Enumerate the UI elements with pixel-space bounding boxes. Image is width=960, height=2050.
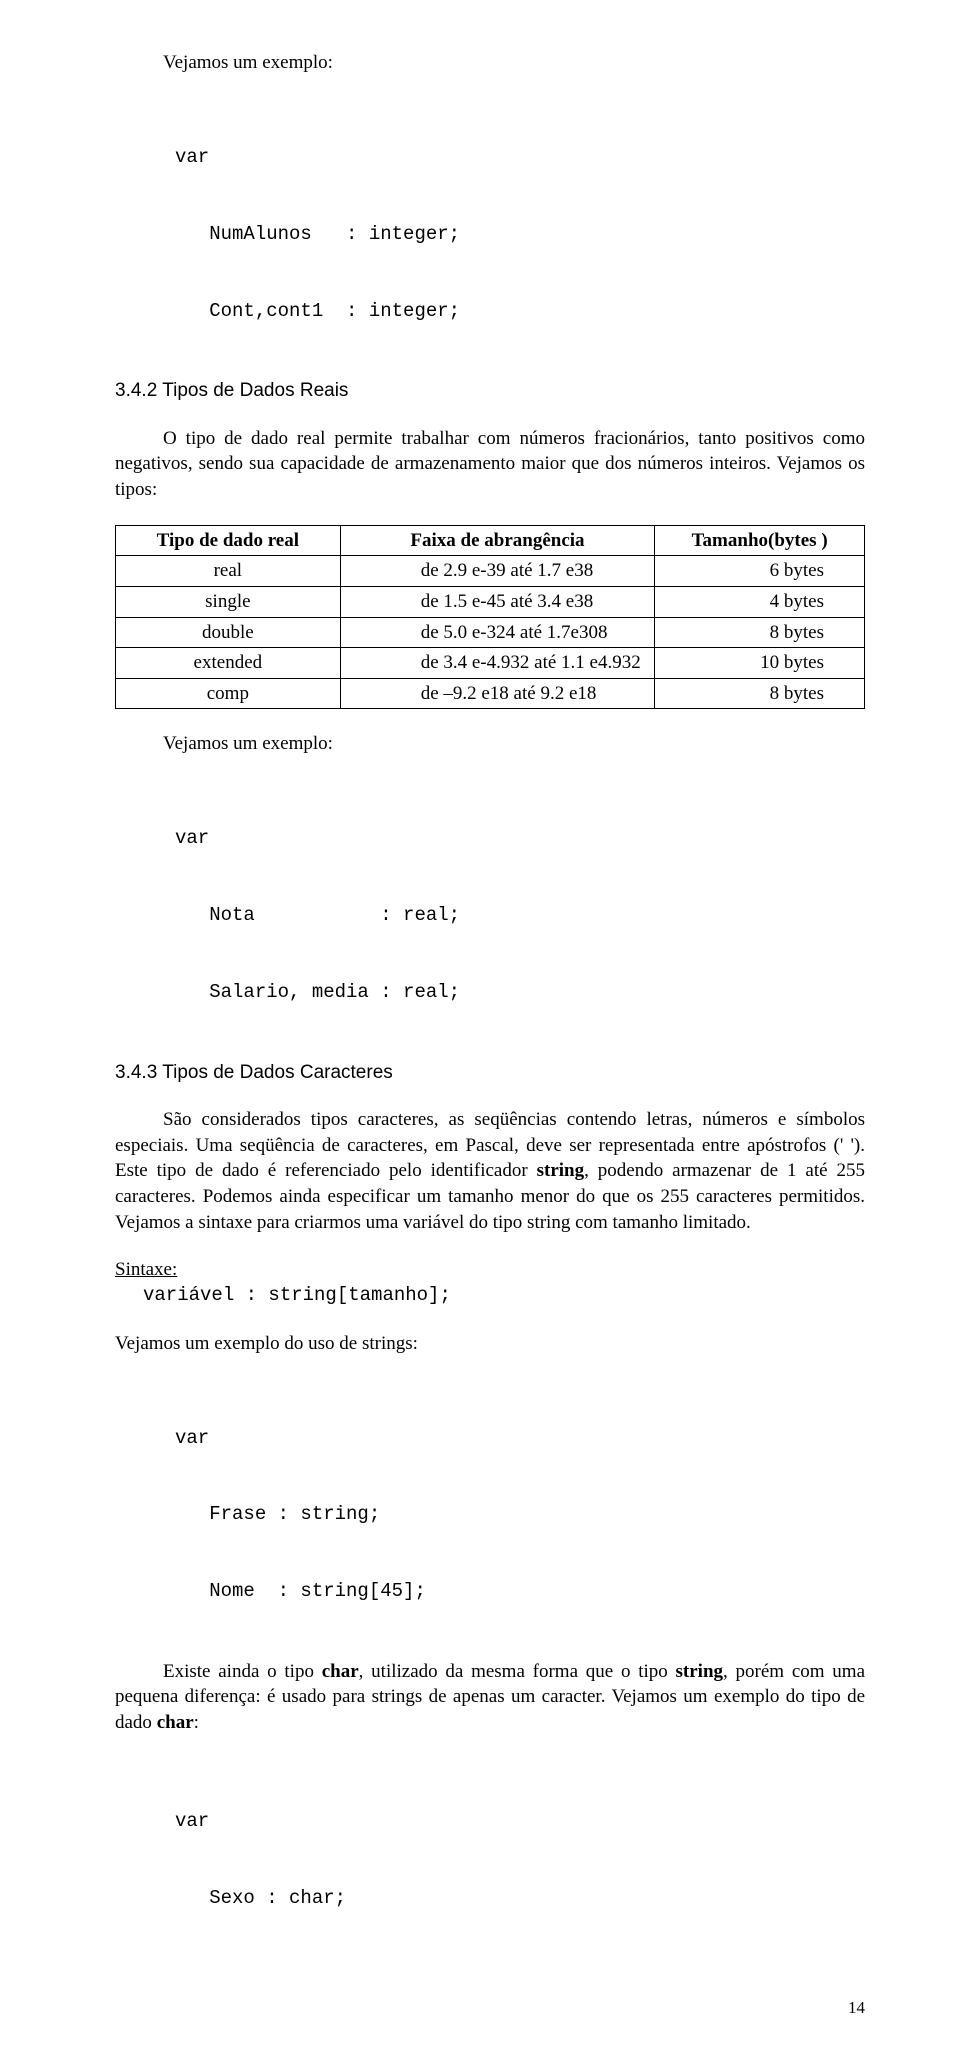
code-block-sexo: var Sexo : char; — [175, 1758, 865, 1937]
table-cell: 8 bytes — [655, 617, 865, 648]
table-cell: comp — [116, 678, 341, 709]
code-line: var — [175, 1809, 865, 1835]
table-cell: de 1.5 e-45 até 3.4 e38 — [340, 586, 655, 617]
section-343-paragraph: São considerados tipos caracteres, as se… — [115, 1107, 865, 1235]
text-run: : — [194, 1712, 199, 1733]
table-cell: real — [116, 556, 341, 587]
code-line: Nome : string[45]; — [175, 1579, 865, 1605]
table-cell: 6 bytes — [655, 556, 865, 587]
table-header-cell: Faixa de abrangência — [340, 525, 655, 556]
section-342-paragraph: O tipo de dado real permite trabalhar co… — [115, 426, 865, 503]
bold-char: char — [322, 1661, 359, 1682]
code-block-nota: var Nota : real; Salario, media : real; — [175, 775, 865, 1031]
table-cell: extended — [116, 648, 341, 679]
table-cell: de 3.4 e-4.932 até 1.1 e4.932 — [340, 648, 655, 679]
text-run: Existe ainda o tipo — [163, 1661, 322, 1682]
code-line: var — [175, 1426, 865, 1452]
table-header-row: Tipo de dado real Faixa de abrangência T… — [116, 525, 865, 556]
syntax-line: variável : string[tamanho]; — [143, 1283, 865, 1309]
syntax-label: Sintaxe: — [115, 1259, 177, 1280]
real-types-table: Tipo de dado real Faixa de abrangência T… — [115, 525, 865, 710]
bold-string: string — [537, 1160, 585, 1181]
char-paragraph: Existe ainda o tipo char, utilizado da m… — [115, 1659, 865, 1736]
table-row: extendedde 3.4 e-4.932 até 1.1 e4.93210 … — [116, 648, 865, 679]
section-342-heading: 3.4.2 Tipos de Dados Reais — [115, 378, 865, 404]
table-row: doublede 5.0 e-324 até 1.7e3088 bytes — [116, 617, 865, 648]
bold-char-2: char — [157, 1712, 194, 1733]
code-block-numalunos: var NumAlunos : integer; Cont,cont1 : in… — [175, 94, 865, 350]
table-cell: 4 bytes — [655, 586, 865, 617]
code-line: var — [175, 145, 865, 171]
table-cell: de 2.9 e-39 até 1.7 e38 — [340, 556, 655, 587]
code-line: Nota : real; — [175, 903, 865, 929]
strings-example-label: Vejamos um exemplo do uso de strings: — [115, 1331, 865, 1357]
table-cell: de –9.2 e18 até 9.2 e18 — [340, 678, 655, 709]
text-run: , utilizado da mesma forma que o tipo — [359, 1661, 676, 1682]
code-line: NumAlunos : integer; — [175, 222, 865, 248]
table-header-cell: Tamanho(bytes ) — [655, 525, 865, 556]
bold-string-2: string — [676, 1661, 724, 1682]
code-line: var — [175, 826, 865, 852]
example-label-2: Vejamos um exemplo: — [163, 731, 865, 757]
code-line: Frase : string; — [175, 1502, 865, 1528]
table-cell: double — [116, 617, 341, 648]
table-cell: 8 bytes — [655, 678, 865, 709]
table-cell: 10 bytes — [655, 648, 865, 679]
code-block-frase: var Frase : string; Nome : string[45]; — [175, 1374, 865, 1630]
page-number: 14 — [115, 1997, 865, 2020]
code-line: Cont,cont1 : integer; — [175, 299, 865, 325]
table-row: realde 2.9 e-39 até 1.7 e386 bytes — [116, 556, 865, 587]
table-header-cell: Tipo de dado real — [116, 525, 341, 556]
section-343-heading: 3.4.3 Tipos de Dados Caracteres — [115, 1060, 865, 1086]
code-line: Sexo : char; — [175, 1886, 865, 1912]
table-row: compde –9.2 e18 até 9.2 e188 bytes — [116, 678, 865, 709]
code-line: Salario, media : real; — [175, 980, 865, 1006]
example-label-1: Vejamos um exemplo: — [163, 50, 865, 76]
syntax-block: Sintaxe: variável : string[tamanho]; — [115, 1257, 865, 1308]
table-row: singlede 1.5 e-45 até 3.4 e384 bytes — [116, 586, 865, 617]
table-cell: single — [116, 586, 341, 617]
table-cell: de 5.0 e-324 até 1.7e308 — [340, 617, 655, 648]
